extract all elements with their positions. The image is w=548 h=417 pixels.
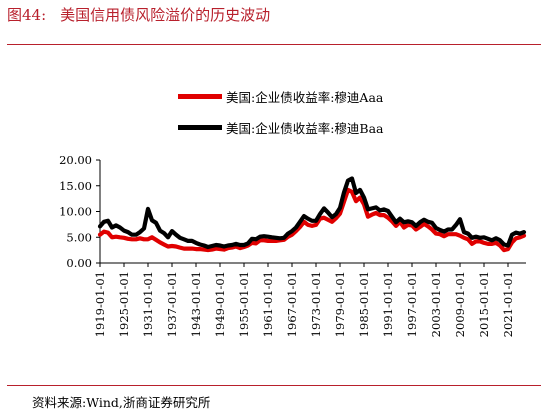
- x-tick-label: 2015-01-01: [477, 271, 491, 337]
- source-note: 资料来源:Wind,浙商证券研究所: [32, 395, 211, 410]
- y-tick-label: 15.00: [59, 179, 92, 193]
- x-tick-label: 2021-01-01: [501, 271, 515, 337]
- x-tick-label: 2003-01-01: [429, 271, 443, 337]
- x-tick-label: 1949-01-01: [213, 271, 227, 337]
- x-tick-label: 1979-01-01: [333, 271, 347, 337]
- x-tick-label: 1943-01-01: [189, 271, 203, 337]
- y-tick-label: 20.00: [59, 153, 92, 167]
- x-tick-label: 1973-01-01: [309, 271, 323, 337]
- legend-label-baa: 美国:企业债收益率:穆迪Baa: [226, 121, 384, 136]
- figure-title-text: 美国信用债风险溢价的历史波动: [60, 6, 271, 24]
- y-tick-label: 0.00: [66, 256, 92, 270]
- x-tick-label: 1925-01-01: [117, 271, 131, 337]
- x-tick-label: 1931-01-01: [141, 271, 155, 337]
- legend-entry-baa: 美国:企业债收益率:穆迪Baa: [178, 118, 384, 137]
- x-tick-label: 1919-01-01: [93, 271, 107, 337]
- legend-swatch-baa: [178, 125, 222, 130]
- series-line-baa: [97, 176, 527, 250]
- legend-entry-aaa: 美国:企业债收益率:穆迪Aaa: [178, 87, 383, 106]
- x-tick-label: 1961-01-01: [261, 271, 275, 337]
- legend-swatch-aaa: [178, 94, 222, 99]
- y-tick-label: 5.00: [66, 230, 92, 244]
- y-tick-label: 10.00: [59, 205, 92, 219]
- x-tick-label: 1937-01-01: [165, 271, 179, 337]
- figure-title: 图44: 美国信用债风险溢价的历史波动: [7, 4, 270, 25]
- figure-number: 图44:: [7, 6, 47, 24]
- series-line-aaa: [97, 187, 527, 253]
- x-tick-label: 1997-01-01: [405, 271, 419, 337]
- x-tick-label: 1955-01-01: [237, 271, 251, 337]
- legend-label-aaa: 美国:企业债收益率:穆迪Aaa: [226, 90, 384, 105]
- source-rule: [7, 385, 541, 386]
- title-rule: [7, 44, 541, 45]
- x-tick-label: 2009-01-01: [453, 271, 467, 337]
- x-tick-label: 1991-01-01: [381, 271, 395, 337]
- x-tick-label: 1967-01-01: [285, 271, 299, 337]
- x-tick-label: 1985-01-01: [357, 271, 371, 337]
